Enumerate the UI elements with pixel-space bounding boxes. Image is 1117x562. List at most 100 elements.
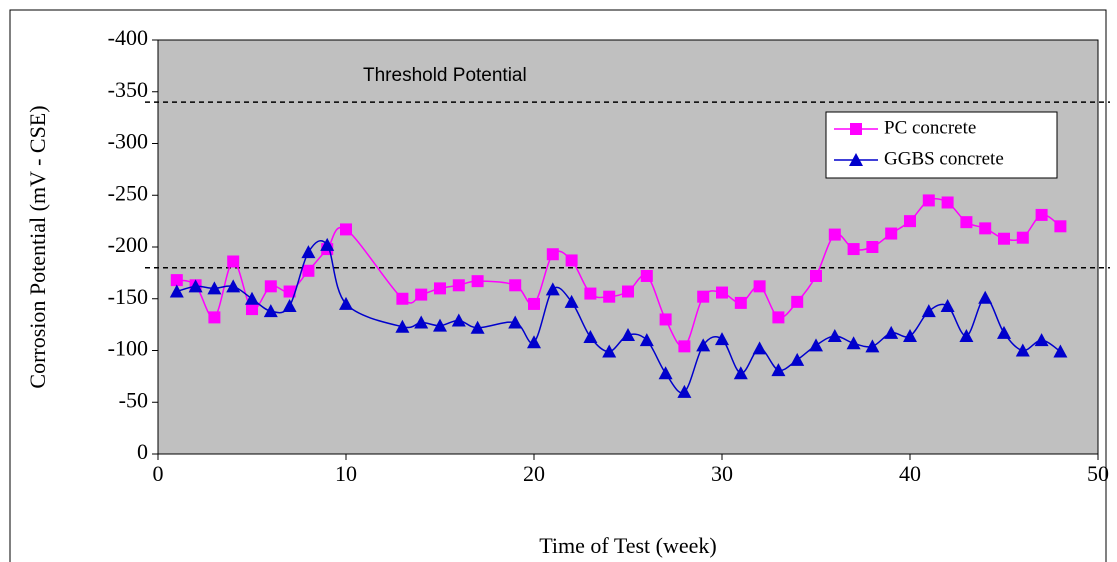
- marker: [621, 327, 635, 341]
- x-axis-label: Time of Test (week): [539, 533, 717, 558]
- marker: [903, 329, 917, 343]
- marker: [395, 319, 410, 333]
- marker: [959, 329, 974, 343]
- marker: [470, 320, 485, 334]
- marker: [678, 340, 691, 353]
- marker: [264, 280, 277, 293]
- marker: [433, 318, 447, 332]
- y-tick-label: -250: [108, 180, 148, 205]
- legend-box: [825, 111, 1058, 179]
- marker: [849, 153, 863, 166]
- annotation: Threshold Potential: [363, 65, 527, 86]
- marker: [396, 292, 409, 305]
- marker: [846, 336, 861, 350]
- marker: [471, 275, 484, 288]
- marker: [584, 287, 597, 300]
- x-tick-label: 30: [711, 461, 733, 486]
- marker: [622, 285, 634, 298]
- marker: [1053, 344, 1068, 358]
- y-tick-label: -400: [108, 25, 148, 50]
- marker: [640, 269, 653, 282]
- marker: [1054, 220, 1067, 233]
- marker: [734, 296, 747, 309]
- marker: [245, 291, 259, 305]
- marker: [546, 248, 559, 261]
- marker: [301, 245, 316, 259]
- y-tick-label: 0: [137, 439, 148, 464]
- marker: [772, 311, 785, 324]
- x-tick-label: 50: [1087, 461, 1109, 486]
- marker: [508, 315, 523, 329]
- marker: [921, 304, 936, 318]
- marker: [207, 281, 222, 295]
- marker: [1015, 343, 1030, 357]
- marker: [169, 284, 184, 298]
- marker: [1016, 231, 1029, 244]
- marker: [226, 279, 241, 293]
- marker: [282, 298, 297, 312]
- marker: [414, 315, 429, 329]
- marker: [188, 279, 203, 293]
- marker: [1035, 208, 1048, 221]
- marker: [791, 295, 804, 308]
- marker: [452, 279, 465, 292]
- x-tick-label: 10: [335, 461, 357, 486]
- x-tick-label: 40: [899, 461, 921, 486]
- marker: [677, 384, 692, 398]
- marker: [979, 222, 992, 235]
- marker: [339, 296, 353, 310]
- marker: [884, 325, 899, 339]
- marker: [809, 338, 823, 352]
- marker: [847, 243, 860, 256]
- marker: [208, 311, 221, 324]
- plot-area: [157, 39, 1099, 455]
- marker: [1034, 333, 1049, 347]
- marker: [340, 223, 352, 236]
- marker: [564, 294, 579, 308]
- marker: [997, 325, 1011, 339]
- legend-label: GGBS concrete: [884, 148, 1004, 169]
- marker: [753, 280, 766, 293]
- marker: [733, 366, 748, 380]
- marker: [716, 286, 728, 299]
- marker: [696, 338, 711, 352]
- marker: [227, 255, 240, 268]
- y-tick-label: -300: [108, 129, 148, 154]
- marker: [246, 303, 258, 316]
- marker: [810, 269, 822, 282]
- marker: [545, 282, 560, 296]
- marker: [170, 274, 183, 287]
- y-tick-label: -150: [108, 284, 148, 309]
- marker: [850, 123, 862, 135]
- marker: [978, 290, 993, 304]
- x-tick-label: 20: [523, 461, 545, 486]
- marker: [658, 366, 673, 380]
- y-tick-label: -350: [108, 77, 148, 102]
- marker: [509, 279, 522, 292]
- legend-label: PC concrete: [884, 117, 976, 138]
- marker: [565, 254, 578, 267]
- marker: [790, 352, 805, 366]
- marker: [320, 237, 335, 251]
- marker: [771, 363, 786, 377]
- marker: [263, 304, 278, 318]
- marker: [639, 333, 654, 347]
- marker: [715, 332, 729, 346]
- marker: [528, 297, 540, 310]
- marker: [922, 194, 935, 207]
- marker: [941, 196, 954, 209]
- marker: [885, 227, 898, 240]
- marker: [998, 232, 1010, 245]
- marker: [940, 298, 955, 312]
- marker: [659, 313, 672, 326]
- marker: [866, 241, 879, 253]
- marker: [602, 344, 617, 358]
- y-tick-label: -200: [108, 232, 148, 257]
- marker: [697, 290, 710, 303]
- marker: [302, 264, 315, 277]
- x-tick-label: 0: [153, 461, 164, 486]
- marker: [752, 341, 767, 355]
- marker: [451, 313, 466, 327]
- marker: [827, 329, 842, 343]
